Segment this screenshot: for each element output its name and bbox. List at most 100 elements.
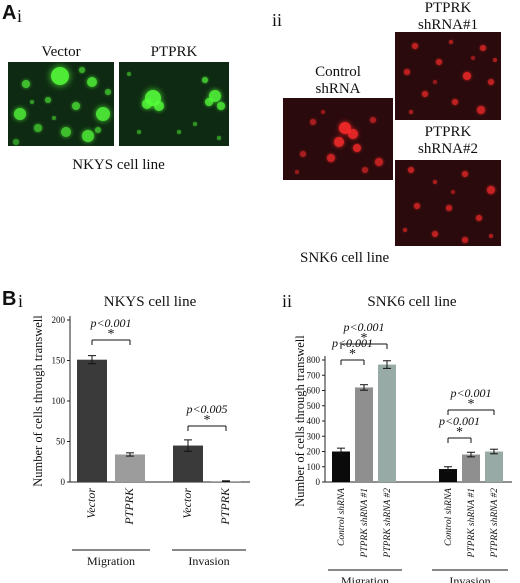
cell-dot [480,45,486,51]
cell-dot [217,136,221,140]
cell-dot [13,139,19,145]
y-tick-label: 150 [52,356,66,366]
category-label: PTPRK [218,487,232,526]
cell-dot [177,130,181,134]
p-value-label: p<0.001 [89,316,131,330]
panel-b-ii-numeral: ii [282,291,293,311]
vector-micrograph [8,62,114,146]
cell-dot [452,99,458,105]
cell-dot [82,130,94,142]
cell-dot [193,122,197,126]
cell-dot [436,59,442,65]
category-label: PTPRK shRNA #2 [383,488,393,559]
cell-dot [489,234,493,238]
y-tick-label: 800 [307,355,321,365]
bar [439,469,457,482]
cell-dot [409,110,413,114]
sh2-micrograph [395,160,501,246]
y-tick-label: 200 [52,315,66,325]
ptprk-micrograph [119,62,229,146]
cell-dot [137,130,141,134]
y-axis-label: Number of cells through transwell [293,335,307,507]
chart-title: SNK6 cell line [367,294,456,310]
cell-dot [105,89,111,95]
category-label: Control shRNA [444,488,454,546]
group-label: Invasion [188,554,229,568]
cell-dot [477,106,485,114]
cell-dot [488,79,494,85]
cell-dot [30,100,34,104]
p-value-label: p<0.005 [185,402,227,416]
cell-dot [51,67,69,85]
p-value-label: p<0.001 [342,320,384,334]
p-value-label: p<0.001 [449,386,491,400]
panel-a-i-numeral: i [17,6,23,26]
sh1-label-line2: shRNA#1 [417,17,478,33]
cell-dot [414,203,420,209]
y-axis-label: Number of cells through transwell [31,315,45,487]
cell-dot [375,158,383,166]
sh2-label-line2: shRNA#2 [417,141,478,157]
chart-title: NKYS cell line [104,294,197,310]
nkys-bar-chart: NKYS cell line Number of cells through tr… [31,294,250,568]
cell-dot [300,151,306,157]
y-tick-label: 0 [316,477,321,487]
sh2-label: PTPRK shRNA#2 [395,124,501,158]
group-label: Migration [87,554,135,568]
cell-dot [348,129,358,139]
control-micrograph [283,98,393,180]
group-label: Invasion [449,574,490,583]
y-tick-label: 0 [61,477,66,487]
cell-dot [334,137,344,147]
cell-dot [310,119,316,125]
control-label-line2: shRNA [315,81,361,97]
cell-dot [205,98,213,106]
cell-dot [462,171,468,177]
bar [355,387,373,482]
control-label: Control shRNA [283,64,393,98]
sig-star: * [468,397,475,412]
bar [485,451,503,482]
category-label: Control shRNA [337,488,347,546]
cell-dot [403,228,407,232]
sh1-micrograph [395,32,501,120]
sig-star: * [361,331,368,346]
cell-dot [87,77,97,87]
sig-star: * [204,413,211,428]
bar [378,364,396,482]
cell-dot [353,144,361,152]
bar [77,359,107,482]
bar [115,454,145,482]
cell-dot [446,205,452,211]
panel-b-letter: B [2,288,17,310]
cell-dot [449,40,453,44]
sig-star: * [349,347,356,362]
cell-dot [433,80,437,84]
cell-dot [295,170,299,174]
cell-dot [408,167,414,173]
cell-dot [217,102,225,110]
cell-dot [127,72,131,76]
panel-a-ii-numeral: ii [272,10,283,30]
y-tick-label: 600 [307,386,321,396]
sh2-label-line1: PTPRK [424,124,472,140]
cell-dot [487,186,495,194]
cell-dot [202,77,208,83]
cell-dot [95,127,101,133]
category-label: PTPRK [122,487,136,526]
cell-dot [45,97,51,103]
cell-dot [34,124,42,132]
category-label: PTPRK shRNA #2 [490,488,500,559]
p-value-label: p<0.001 [438,414,480,428]
cell-dot [370,117,376,123]
snk6-bar-chart: SNK6 cell line Number of cells through tr… [293,294,512,583]
cell-dot [61,127,71,137]
cell-dot [154,101,164,111]
cell-dot [142,99,152,109]
y-tick-label: 400 [307,416,321,426]
snk6-caption: SNK6 cell line [300,250,390,266]
cell-dot [96,107,110,121]
cell-dot [422,91,428,97]
cell-dot [412,43,418,49]
cell-dot [321,110,325,114]
